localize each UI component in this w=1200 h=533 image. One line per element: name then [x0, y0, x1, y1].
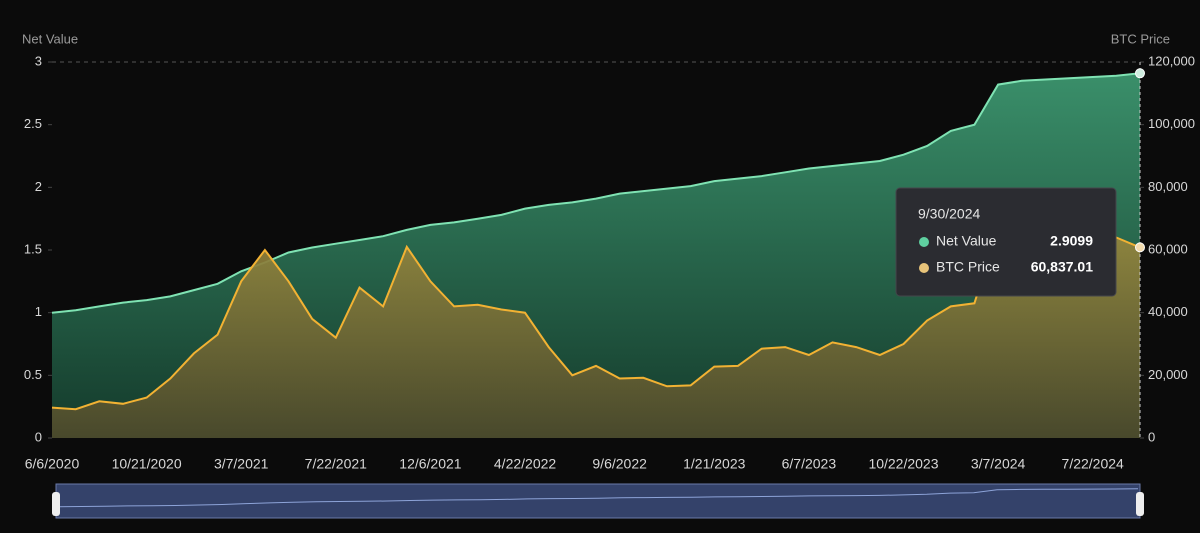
area: [52, 221, 1140, 438]
x-tick-label: 9/6/2022: [592, 456, 647, 472]
y-tick-label: 3: [35, 53, 42, 68]
y-tick-label: 0: [35, 429, 42, 444]
x-tick-label: 1/21/2023: [683, 456, 745, 472]
tooltip: 9/30/2024 Net Value 2.9099 BTC Price 60,…: [895, 187, 1117, 297]
legend-swatch: [919, 237, 929, 247]
y-axis-title: Net Value: [22, 31, 78, 46]
y2-tick-label: 120,000: [1148, 53, 1195, 68]
y-tick-label: 1.5: [24, 241, 42, 256]
y-tick-label: 0.5: [24, 367, 42, 382]
x-tick-label: 3/7/2021: [214, 456, 269, 472]
y2-tick-label: 20,000: [1148, 367, 1188, 382]
point: [1135, 242, 1145, 253]
slider-handle[interactable]: [1136, 492, 1144, 516]
tooltip-value: 2.9099: [1050, 233, 1093, 249]
y2-tick-label: 0: [1148, 429, 1155, 444]
overview-line: [57, 488, 1139, 508]
y2-tick-label: 60,000: [1148, 241, 1188, 256]
slider-handle[interactable]: [52, 492, 60, 516]
point: [1135, 68, 1145, 79]
line: [51, 220, 1141, 411]
y-tick-label: 1: [35, 304, 42, 319]
tooltip-value: 60,837.01: [1031, 259, 1093, 275]
x-tick-label: 12/6/2021: [399, 456, 461, 472]
x-tick-label: 7/22/2024: [1062, 456, 1124, 472]
tooltip-box: [895, 187, 1117, 297]
y2-tick-label: 80,000: [1148, 179, 1188, 194]
tooltip-series: Net Value: [936, 233, 997, 249]
tooltip-date: 9/30/2024: [918, 206, 980, 222]
x-tick-label: 6/7/2023: [782, 456, 837, 472]
x-tick-label: 6/6/2020: [25, 456, 80, 472]
y2-tick-label: 100,000: [1148, 116, 1195, 131]
y-tick-label: 2.5: [24, 116, 42, 131]
line: [51, 72, 1141, 314]
range-slider[interactable]: [55, 483, 1141, 519]
x-tick-label: 10/22/2023: [868, 456, 938, 472]
legend-swatch: [919, 263, 929, 273]
x-tick-label: 4/22/2022: [494, 456, 556, 472]
y2-axis-title: BTC Price: [1111, 31, 1170, 46]
y2-tick-label: 40,000: [1148, 304, 1188, 319]
y-tick-label: 2: [35, 179, 42, 194]
x-tick-label: 10/21/2020: [112, 456, 182, 472]
x-tick-label: 3/7/2024: [971, 456, 1026, 472]
x-tick-label: 7/22/2021: [305, 456, 367, 472]
tooltip-series: BTC Price: [936, 259, 1000, 275]
